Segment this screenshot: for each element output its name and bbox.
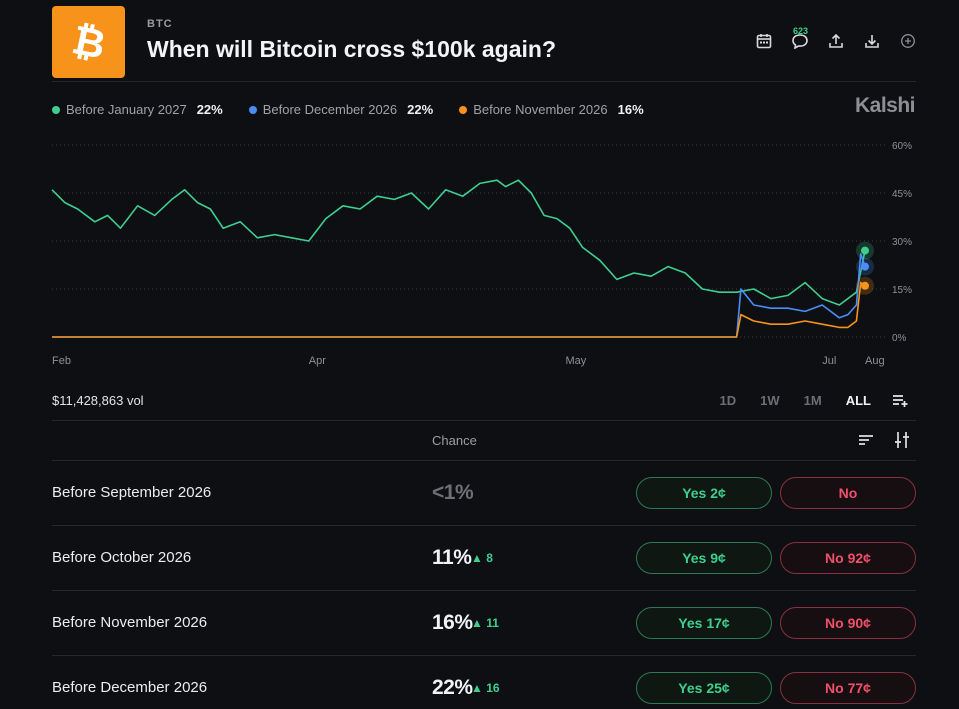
sort-icon (859, 435, 873, 445)
outcome-chance: 22% (432, 676, 473, 699)
chance-column-header: Chance (432, 433, 477, 448)
range-all[interactable]: ALL (845, 393, 871, 408)
legend-value: 22% (407, 102, 434, 117)
series-line (52, 281, 866, 338)
add-button[interactable] (898, 30, 917, 52)
bitcoin-logo: ₿ (52, 6, 125, 78)
x-tick-label: May (565, 355, 586, 367)
outcome-name: Before September 2026 (52, 484, 212, 501)
outcome-name: Before October 2026 (52, 549, 192, 566)
series-endpoint (861, 281, 869, 290)
outcome-chance: <1% (432, 481, 474, 504)
series-line (52, 253, 866, 338)
x-tick-label: Jul (822, 355, 836, 367)
header-actions: 623 (754, 26, 917, 52)
comments-button[interactable]: 623 (790, 26, 809, 52)
outcome-name: Before December 2026 (52, 679, 208, 696)
series-line (51, 179, 866, 306)
x-tick-label: Aug (865, 355, 885, 367)
range-1m[interactable]: 1M (803, 393, 822, 408)
legend-item[interactable]: Before November 2026 16% (459, 102, 644, 117)
volume-label: $11,428,863 vol (52, 393, 144, 408)
table-row[interactable]: Before September 2026 <1% Yes 2¢ No (52, 460, 916, 525)
legend-value: 22% (196, 102, 223, 117)
table-row[interactable]: Before November 2026 16% ▲ 11 Yes 17¢ No… (52, 590, 916, 655)
plus-circle-icon (900, 34, 915, 48)
y-tick-label: 45% (892, 189, 912, 200)
chance-delta: ▲ 11 (471, 616, 499, 630)
y-tick-label: 60% (892, 141, 912, 152)
comment-icon (791, 34, 808, 49)
legend-value: 16% (617, 102, 644, 117)
header-divider (52, 81, 916, 82)
x-tick-label: Feb (52, 355, 71, 367)
legend-item[interactable]: Before December 2026 22% (248, 102, 434, 117)
x-tick-label: Apr (309, 355, 326, 367)
download-button[interactable] (862, 30, 881, 52)
list-add-button[interactable] (892, 394, 909, 413)
series-endpoint (861, 262, 869, 271)
outcome-name: Before November 2026 (52, 614, 208, 631)
ticker-label: BTC (147, 18, 173, 30)
buy-yes-button[interactable]: Yes 2¢ (636, 477, 772, 509)
buy-yes-button[interactable]: Yes 9¢ (636, 542, 772, 574)
list-add-icon (893, 395, 908, 407)
share-icon (828, 33, 843, 48)
chance-delta: ▲ 16 (471, 681, 500, 695)
legend-item[interactable]: Before January 2027 22% (52, 102, 223, 117)
buy-yes-button[interactable]: Yes 17¢ (636, 607, 772, 639)
y-tick-label: 30% (892, 237, 912, 248)
y-tick-label: 0% (892, 333, 907, 344)
series-endpoint (861, 246, 869, 255)
buy-no-button[interactable]: No 92¢ (780, 542, 916, 574)
svg-text:₿: ₿ (68, 20, 109, 64)
chance-delta: ▲ 8 (471, 551, 493, 565)
calendar-button[interactable] (754, 30, 773, 52)
table-row[interactable]: Before October 2026 11% ▲ 8 Yes 9¢ No 92… (52, 525, 916, 590)
legend-label: Before November 2026 (473, 102, 608, 117)
range-1d[interactable]: 1D (719, 393, 737, 408)
sliders-icon (895, 432, 909, 448)
probability-chart[interactable]: 60% 45% 30% 15% 0% Feb Apr May Jul Aug (0, 130, 959, 370)
download-icon (864, 35, 879, 48)
market-title: When will Bitcoin cross $100k again? (147, 36, 557, 62)
bitcoin-icon: ₿ (68, 20, 109, 64)
filter-button[interactable] (894, 431, 910, 454)
legend-dot (52, 105, 60, 114)
time-range-selector: 1D 1W 1M ALL (720, 393, 871, 408)
table-row[interactable]: Before December 2026 22% ▲ 16 Yes 25¢ No… (52, 655, 916, 709)
sort-button[interactable] (858, 433, 874, 452)
outcome-chance: 11% (432, 546, 472, 569)
legend-label: Before January 2027 (66, 102, 187, 117)
y-tick-label: 15% (892, 285, 912, 296)
legend-label: Before December 2026 (262, 102, 398, 117)
legend-dot (459, 105, 468, 114)
buy-no-button[interactable]: No 77¢ (780, 672, 916, 704)
calendar-icon (756, 34, 771, 49)
range-1w[interactable]: 1W (760, 393, 780, 408)
legend-dot (248, 105, 257, 114)
chart-legend: Before January 2027 22% Before December … (52, 102, 644, 117)
share-button[interactable] (826, 30, 845, 52)
buy-yes-button[interactable]: Yes 25¢ (636, 672, 772, 704)
comment-count-badge: 623 (793, 26, 809, 36)
table-header: Chance (52, 420, 916, 460)
buy-no-button[interactable]: No (780, 477, 916, 509)
kalshi-brand: Kalshi (854, 94, 916, 117)
buy-no-button[interactable]: No 90¢ (780, 607, 916, 639)
outcome-chance: 16% (432, 611, 473, 634)
